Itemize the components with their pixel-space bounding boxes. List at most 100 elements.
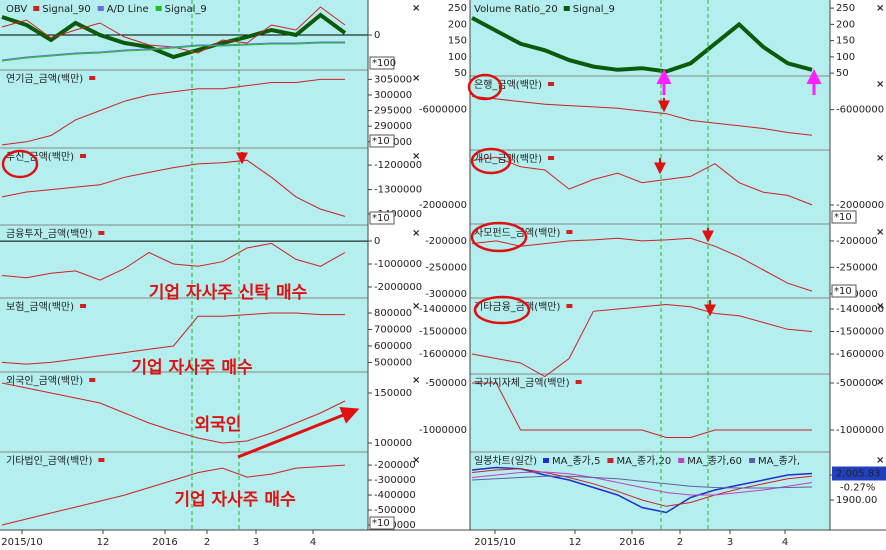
legend-swatch	[566, 230, 573, 234]
x-tick-label: 2015/10	[474, 537, 516, 548]
y-tick-label: 500000	[374, 357, 412, 368]
y-tick-label: 150	[836, 36, 855, 47]
series-line	[471, 471, 813, 496]
change-label: -0.27%	[840, 483, 875, 494]
close-icon: ×	[876, 227, 884, 238]
panel-title: OBV	[6, 4, 27, 15]
y-tick-label: -1000000	[374, 259, 422, 270]
legend-swatch	[548, 82, 555, 86]
y-tick-label: -2000000	[836, 200, 884, 211]
y-tick-label: 700000	[374, 324, 412, 335]
panel-title: 기타법인_금액(백만)	[6, 455, 93, 467]
close-icon: ×	[412, 375, 420, 386]
y-tick-label: 295000	[374, 106, 412, 117]
panel-title: 일봉차트(일간)	[474, 455, 537, 467]
panel-title: 외국인_금액(백만)	[6, 375, 83, 387]
scale-label: *10	[372, 518, 390, 529]
y-tick-label: 0	[374, 30, 380, 41]
legend-label: Signal_9	[573, 4, 615, 15]
close-icon: ×	[412, 301, 420, 312]
legend-swatch	[575, 380, 582, 384]
panel-title: 보험_금액(백만)	[6, 301, 74, 313]
x-tick-label: 3	[253, 537, 259, 548]
annotation: 기업 자사주 신탁 매수	[149, 283, 308, 303]
scale-box	[831, 210, 857, 224]
panel-title: 개인_금액(백만)	[474, 153, 542, 165]
annotation: 기업 자사주 매수	[174, 490, 296, 510]
y-tick-label: -1200000	[374, 160, 422, 171]
legend-swatch	[80, 154, 87, 158]
annotation: 기업 자사주 매수	[131, 358, 253, 378]
annotation: 외국인	[195, 415, 242, 435]
y-tick-label: -300000	[836, 289, 878, 300]
x-tick-label: 4	[310, 537, 316, 548]
price-label: 2,005.83	[836, 469, 881, 480]
panel-title: 국가지자체_금액(백만)	[474, 377, 570, 389]
series-line	[471, 95, 813, 136]
close-icon: ×	[412, 455, 420, 466]
series-line	[471, 237, 813, 292]
y-tick-label: 300000	[374, 90, 412, 101]
scale-box	[369, 516, 395, 530]
panel-title: 은행_금액(백만)	[474, 79, 542, 91]
y-tick-label: 50	[454, 68, 467, 79]
y-tick-label: 800000	[374, 308, 412, 319]
y-tick-label: 600000	[374, 341, 412, 352]
series-line	[1, 312, 345, 365]
y-tick-label: 150	[448, 36, 467, 47]
legend-label: MA_종가,20	[616, 455, 671, 467]
y-tick-label: 200	[836, 19, 855, 30]
y-tick-label: 1900.00	[836, 495, 877, 506]
y-tick-label: -2000000	[419, 200, 467, 211]
legend-swatch	[548, 156, 555, 160]
series-line	[471, 303, 813, 378]
x-tick-label: 4	[782, 537, 788, 548]
close-icon: ×	[876, 79, 884, 90]
scale-box	[369, 56, 395, 70]
series-line	[1, 41, 345, 61]
y-tick-label: 250	[836, 3, 855, 14]
y-tick-label: 290000	[374, 121, 412, 132]
close-icon: ×	[876, 377, 884, 388]
legend-swatch	[607, 458, 614, 463]
y-tick-label: 100	[448, 52, 467, 63]
x-tick-label: 2	[677, 537, 683, 548]
y-tick-label: -1000000	[419, 425, 467, 436]
series-line	[1, 159, 346, 217]
series-line	[1, 464, 346, 526]
series-line	[471, 468, 813, 507]
y-tick-label: -1400000	[374, 209, 422, 220]
y-tick-label: -500000	[374, 505, 416, 516]
y-tick-label: 100	[836, 52, 855, 63]
y-tick-label: -1600000	[836, 349, 884, 360]
plot-bg	[470, 0, 830, 530]
scale-label: *10	[372, 213, 390, 224]
x-tick-label: 2016	[152, 537, 177, 548]
scale-label: *10	[834, 212, 852, 223]
legend-swatch	[97, 6, 104, 11]
scale-label: *100	[372, 58, 396, 69]
y-tick-label: 200	[448, 19, 467, 30]
y-tick-label: -200000	[374, 460, 416, 471]
series-line	[1, 242, 346, 281]
y-tick-label: -600000	[374, 520, 416, 531]
legend-swatch	[98, 231, 105, 235]
legend-swatch	[155, 6, 162, 11]
legend-swatch	[543, 458, 550, 463]
y-tick-label: -500000	[836, 378, 878, 389]
y-tick-label: -400000	[374, 490, 416, 501]
series-line	[1, 382, 346, 444]
x-tick-label: 2016	[619, 537, 644, 548]
legend-swatch	[33, 6, 40, 11]
series-line	[471, 156, 813, 206]
y-tick-label: -200000	[425, 236, 467, 247]
legend-swatch	[80, 304, 87, 308]
y-tick-label: -1300000	[374, 185, 422, 196]
legend-label: MA_종가,60	[687, 455, 742, 467]
y-tick-label: -6000000	[836, 105, 884, 116]
y-tick-label: -250000	[836, 262, 878, 273]
panel-title: 사모펀드_금액(백만)	[474, 227, 561, 239]
x-tick-label: 3	[727, 537, 733, 548]
y-tick-label: -1500000	[419, 327, 467, 338]
y-tick-label: -300000	[425, 289, 467, 300]
